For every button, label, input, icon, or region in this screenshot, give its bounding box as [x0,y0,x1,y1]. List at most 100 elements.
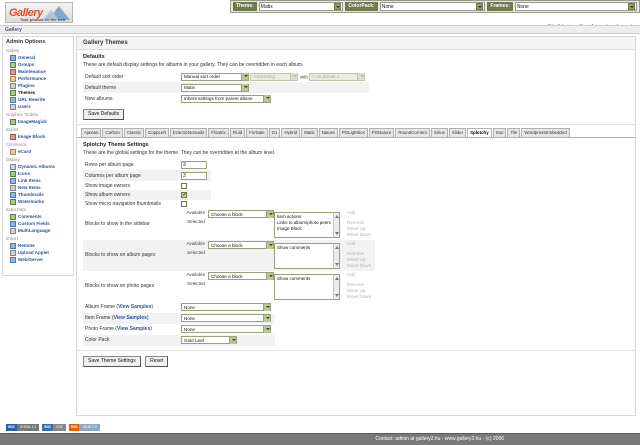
frames-select[interactable]: None [514,2,637,11]
selected-blocks-list[interactable]: Item actions Links to album/photo peers Im… [274,212,340,239]
move-down-button[interactable]: Move Down [347,294,372,300]
rows-per-page-input[interactable]: 3 [181,160,207,169]
tab-pglightbox[interactable]: PGLightbox [338,128,368,137]
breadcrumb[interactable]: Gallery [0,25,640,34]
remove-block-button[interactable]: Remove [347,282,365,288]
show-image-owners-checkbox[interactable] [181,182,187,189]
add-block-button[interactable]: Add [347,241,356,247]
sidebar-item-remote[interactable]: Remote [6,242,71,249]
add-block-button[interactable]: Add [347,210,356,216]
album-frame-view-samples-link[interactable]: View Samples [118,304,152,311]
move-up-button[interactable]: Move Up [347,288,366,294]
available-blocks-select[interactable]: Choose a block [208,272,274,281]
sidebar-item-link-items[interactable]: Link Items [6,177,71,184]
move-up-button[interactable]: Move Up [347,226,366,232]
tab-g1[interactable]: G1 [268,128,281,137]
default-theme-select[interactable]: Matix [181,83,249,92]
scroll-up-icon[interactable] [334,246,339,250]
sidebar-item-plugins[interactable]: Plugins [6,82,71,89]
scrollbar[interactable] [333,213,339,238]
tab-sun[interactable]: Sun [492,128,507,137]
show-album-owners-checkbox[interactable] [181,191,187,198]
theme-select[interactable]: Matix [258,2,344,11]
validation-badge[interactable]: RSS VALID 2.0 [68,424,100,431]
sidebar-item-imagemagick[interactable]: ImageMagick [6,118,71,125]
scroll-up-icon[interactable] [334,277,339,281]
list-item[interactable]: Image Block [277,226,302,232]
save-defaults-button[interactable]: Save Defaults [83,109,125,120]
item-frame-view-samples-link[interactable]: View Samples [113,315,147,322]
sidebar-item-multilanguage[interactable]: MultiLanguage [6,227,71,234]
colorpack-select[interactable]: None [379,2,486,11]
tab-fluid[interactable]: Fluid [229,128,246,137]
show-micro-nav-checkbox[interactable] [181,201,187,208]
tab-nature[interactable]: Nature [318,128,338,137]
move-up-button[interactable]: Move Up [347,257,366,263]
scrollbar[interactable] [333,275,339,300]
list-item[interactable]: Item actions [277,214,302,220]
scrollbar[interactable] [333,244,339,269]
sidebar-item-themes[interactable]: Themes [6,89,71,96]
sidebar-item-upload-applet[interactable]: Upload Applet [6,249,71,256]
sidebar-item-icons[interactable]: Icons [6,170,71,177]
sidebar-item-url-rewrite[interactable]: URL Rewrite [6,96,71,103]
scroll-down-icon[interactable] [334,232,339,236]
cols-per-page-input[interactable]: 3 [181,171,207,180]
sidebar-item-dynamic-albums[interactable]: Dynamic Albums [6,163,71,170]
tab-tile[interactable]: Tile [507,128,521,137]
sidebar-item-thumbnails[interactable]: Thumbnails [6,191,71,198]
photo-frame-view-samples-link[interactable]: View Samples [116,326,151,333]
add-block-button[interactable]: Add [347,272,356,278]
sidebar-item-general[interactable]: General [6,54,71,61]
tab-siriux[interactable]: Siriux [430,128,448,137]
tab-roundcorners[interactable]: RoundCorners [395,128,430,137]
sidebar-item-performance[interactable]: Performance [6,75,71,82]
tab-ajaxian[interactable]: Ajaxian [81,128,102,137]
tab-splotchy[interactable]: Splotchy [467,128,492,137]
sidebar-item-groups[interactable]: Groups [6,61,71,68]
sidebar-item-image-block[interactable]: Image Block [6,133,71,140]
item-frame-select[interactable]: None [181,314,271,323]
tab-carbon[interactable]: Carbon [102,128,123,137]
sidebar-item-watermarks[interactable]: Watermarks [6,198,71,205]
tab-wordpressembedded[interactable]: WordpressEmbedded [521,128,570,137]
move-down-button[interactable]: Move Down [347,232,372,238]
tab-eclecticnomads[interactable]: EclecticNomads [169,128,208,137]
new-albums-select[interactable]: Inherit settings from parent album [181,94,271,103]
list-item[interactable]: Show comments [277,276,311,282]
list-item[interactable]: Show comments [277,245,311,251]
tab-coppleft[interactable]: CoppLeft [144,128,169,137]
sidebar-item-custom-fields[interactable]: Custom Fields [6,220,71,227]
tab-classic[interactable]: Classic [123,128,144,137]
save-theme-settings-button[interactable]: Save Theme Settings [83,355,141,367]
tab-hybrid[interactable]: Hybrid [281,128,301,137]
sort-order-select[interactable]: Manual sort order [181,72,249,81]
tab-floatrix[interactable]: Floatrix [208,128,229,137]
sidebar-item-maintenance[interactable]: Maintenance [6,68,71,75]
tab-pgnature[interactable]: PGNature [368,128,395,137]
remove-block-button[interactable]: Remove [347,251,365,257]
scroll-down-icon[interactable] [334,294,339,298]
sidebar-item-ecard[interactable]: eCard [6,148,71,155]
sidebar-item-web-server[interactable]: Web/Server [6,256,71,263]
sidebar-item-users[interactable]: Users [6,103,71,110]
scroll-down-icon[interactable] [334,263,339,267]
validation-badge[interactable]: W3C CSS [42,424,66,431]
validation-badge[interactable]: W3C XHTML 1.0 [6,424,40,431]
tab-matix[interactable]: Matix [301,128,318,137]
tab-slider[interactable]: Slider [448,128,467,137]
tab-forsale[interactable]: ForSale [246,128,268,137]
album-frame-select[interactable]: None [181,303,271,312]
available-blocks-select[interactable]: Choose a block [208,210,274,219]
scroll-up-icon[interactable] [334,215,339,219]
reset-button[interactable]: Reset [145,355,169,367]
remove-block-button[interactable]: Remove [347,220,365,226]
selected-blocks-list[interactable]: Show comments [274,243,340,270]
selected-blocks-list[interactable]: Show comments [274,274,340,301]
list-item[interactable]: Links to album/photo peers [277,220,332,226]
gallery-logo[interactable]: Gallery Your photos on the web [5,2,73,23]
sidebar-item-comments[interactable]: Comments [6,213,71,220]
move-down-button[interactable]: Move Down [347,263,372,269]
photo-frame-select[interactable]: None [181,325,271,334]
available-blocks-select[interactable]: Choose a block [208,241,274,250]
